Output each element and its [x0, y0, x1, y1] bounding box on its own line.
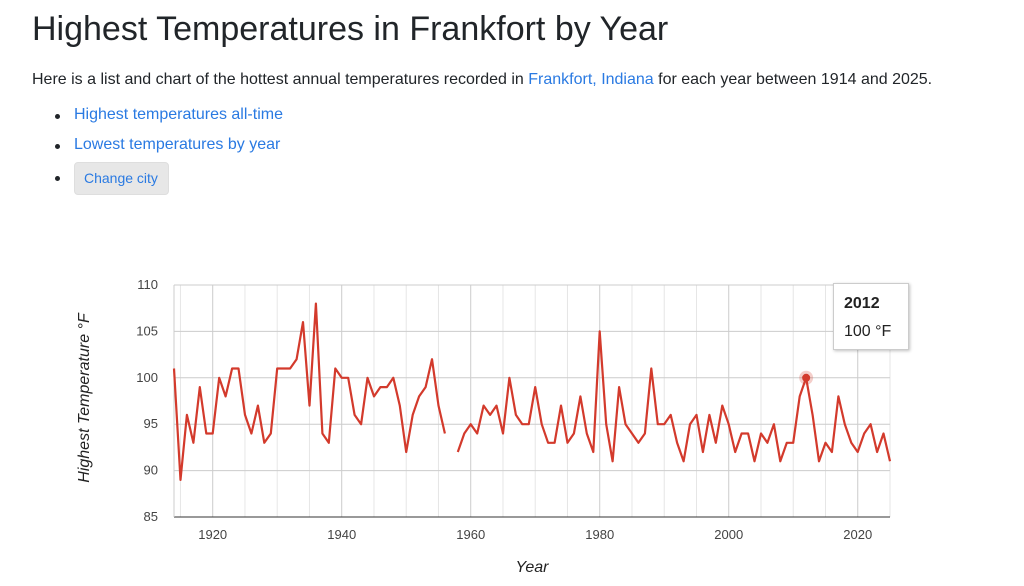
- y-tick-label: 90: [144, 463, 158, 478]
- tooltip-value: 100 °F: [844, 323, 892, 340]
- page-title: Highest Temperatures in Frankfort by Yea…: [32, 10, 669, 48]
- x-axis-ticks: 1920 1940 1960 1980 2000 2020: [198, 527, 872, 542]
- y-axis-title: Highest Temperature °F: [76, 312, 93, 483]
- y-tick-label: 110: [137, 277, 158, 292]
- y-tick-label: 95: [144, 416, 158, 431]
- highest-all-time-link[interactable]: Highest temperatures all-time: [74, 106, 283, 123]
- y-tick-label: 85: [144, 509, 158, 524]
- city-link[interactable]: Frankfort, Indiana: [528, 71, 654, 88]
- x-tick-label: 1980: [585, 527, 614, 542]
- chart-series: [172, 302, 892, 481]
- x-axis-title: Year: [516, 559, 550, 576]
- tooltip-year: 2012: [844, 295, 880, 312]
- change-city-button[interactable]: Change city: [74, 162, 169, 195]
- y-tick-label: 105: [136, 323, 158, 338]
- intro-text-after: for each year between 1914 and 2025.: [653, 71, 933, 88]
- x-tick-label: 1960: [456, 527, 485, 542]
- list-item: Highest temperatures all-time: [55, 106, 283, 124]
- intro-text: Here is a list and chart of the hottest …: [32, 71, 932, 89]
- x-tick-label: 1940: [327, 527, 356, 542]
- list-item: Change city: [55, 162, 169, 195]
- intro-text-before: Here is a list and chart of the hottest …: [32, 71, 529, 88]
- lowest-by-year-link[interactable]: Lowest temperatures by year: [74, 136, 281, 153]
- x-tick-label: 2020: [843, 527, 872, 542]
- y-tick-label: 100: [136, 370, 158, 385]
- x-tick-label: 2000: [714, 527, 743, 542]
- chart-tooltip: 2012 100 °F: [833, 283, 909, 350]
- list-item: Lowest temperatures by year: [54, 136, 281, 154]
- highlight-point: [802, 373, 811, 382]
- series-line: [172, 302, 892, 481]
- x-tick-label: 1920: [198, 527, 227, 542]
- y-axis-ticks: 85 90 95 100 105 110: [136, 277, 158, 524]
